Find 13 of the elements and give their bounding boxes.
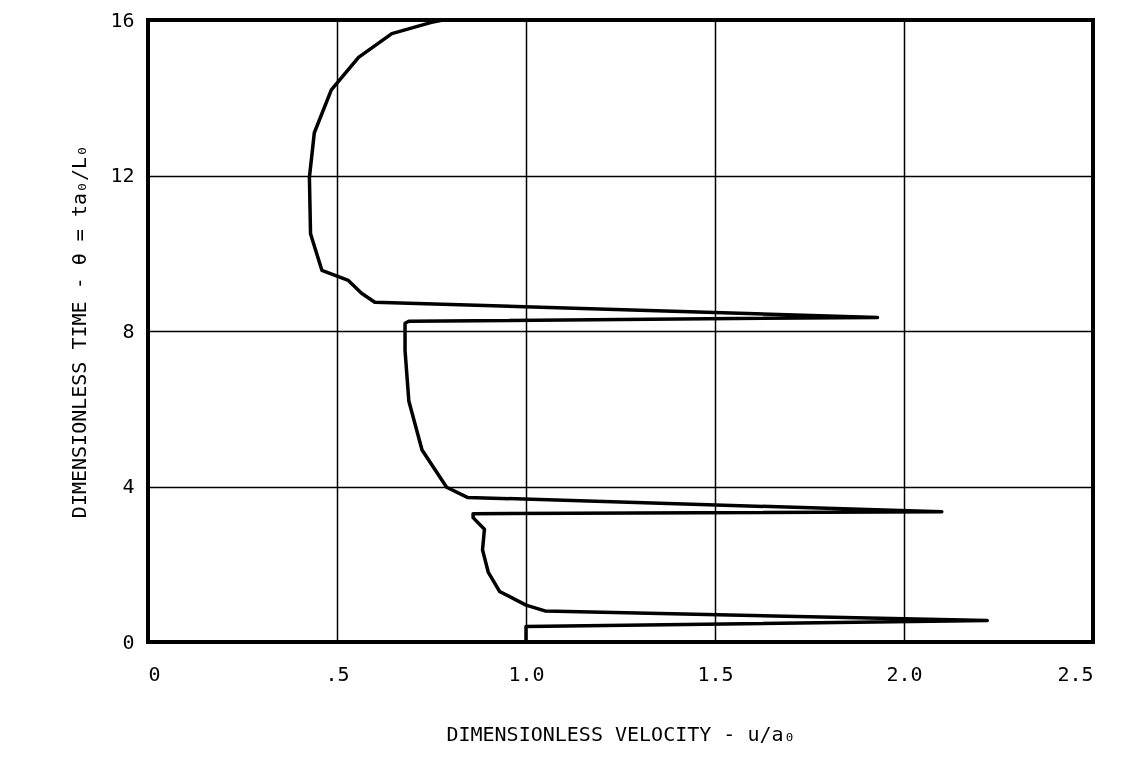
y-tick-label: 16: [110, 7, 135, 32]
y-tick-label: 4: [122, 474, 135, 498]
x-tick-label: 2.0: [886, 661, 923, 686]
y-tick-label: 0: [122, 629, 135, 654]
x-tick-label: 1.0: [508, 661, 545, 686]
x-tick-label: .5: [325, 661, 350, 686]
x-tick-label: 2.5: [1057, 661, 1094, 686]
y-axis-title: DIMENSIONLESS TIME - θ = ta₀/L₀: [67, 144, 92, 519]
x-tick-label: 1.5: [697, 661, 734, 686]
x-axis-title: DIMENSIONLESS VELOCITY - u/a₀: [446, 721, 796, 746]
y-tick-label: 8: [122, 318, 135, 343]
x-tick-label: 0: [148, 661, 161, 686]
y-tick-label: 12: [110, 163, 135, 187]
